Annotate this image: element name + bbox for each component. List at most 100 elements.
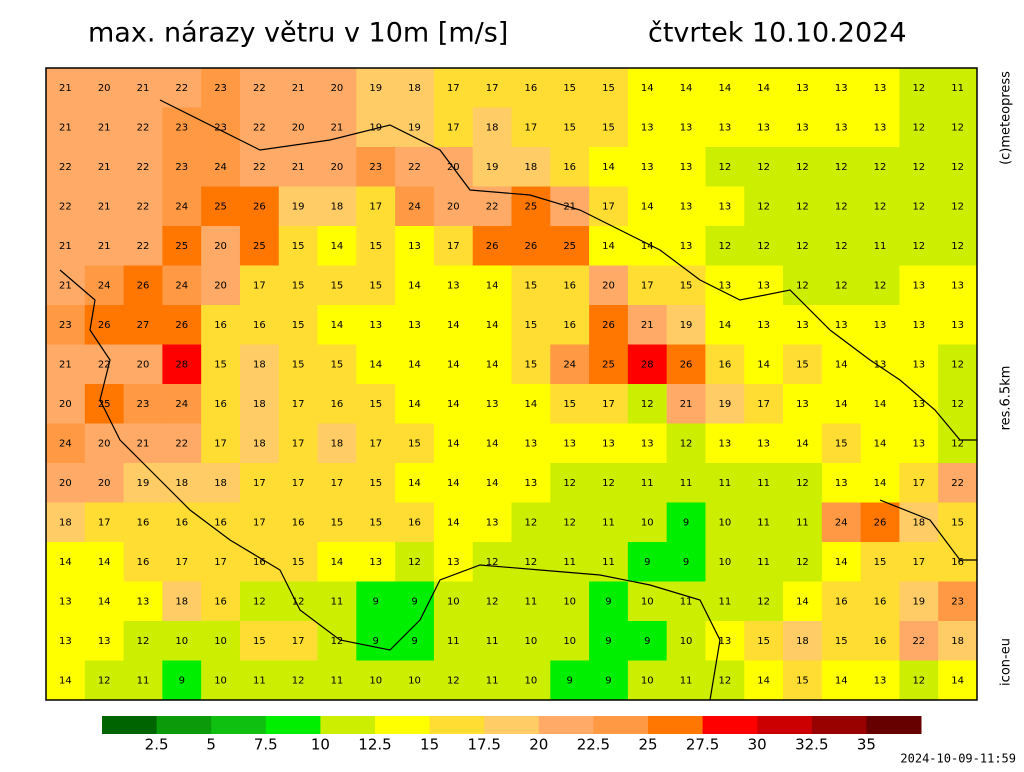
wind-cell — [123, 621, 163, 661]
wind-cell — [899, 265, 939, 306]
wind-value: 13 — [369, 557, 382, 568]
wind-cell — [821, 463, 862, 503]
wind-cell — [821, 226, 862, 266]
wind-cell — [860, 226, 900, 266]
wind-value: 19 — [137, 478, 150, 489]
wind-cell — [938, 305, 978, 345]
wind-value: 9 — [683, 557, 689, 568]
wind-value: 13 — [796, 122, 809, 133]
wind-cell — [550, 68, 590, 108]
wind-value: 14 — [757, 83, 770, 94]
wind-value: 13 — [680, 201, 693, 212]
wind-value: 18 — [59, 517, 72, 528]
wind-value: 17 — [331, 478, 344, 489]
wind-cell — [433, 344, 474, 385]
map-frame — [45, 67, 978, 701]
wind-value: 14 — [796, 438, 809, 449]
wind-value: 9 — [605, 675, 611, 686]
wind-cell — [395, 344, 435, 385]
copyright: (c)meteopress — [999, 71, 1014, 165]
colorbar-segment — [757, 716, 813, 734]
wind-value: 17 — [447, 83, 460, 94]
wind-value: 11 — [680, 478, 693, 489]
wind-value: 16 — [563, 320, 576, 331]
wind-value: 22 — [253, 122, 266, 133]
wind-value: 12 — [835, 280, 848, 291]
wind-value: 15 — [563, 122, 576, 133]
wind-value: 20 — [98, 478, 111, 489]
wind-value: 15 — [369, 399, 382, 410]
wind-value: 16 — [214, 596, 227, 607]
wind-value: 12 — [292, 596, 305, 607]
wind-cell — [46, 226, 86, 266]
wind-cell — [860, 581, 900, 622]
wind-cell — [472, 581, 512, 622]
wind-cell — [589, 463, 629, 503]
wind-cell — [899, 305, 939, 345]
wind-value: 14 — [331, 241, 344, 252]
wind-value: 25 — [214, 201, 227, 212]
wind-cell — [783, 68, 823, 108]
wind-cell — [666, 542, 706, 582]
wind-value: 13 — [641, 438, 654, 449]
wind-value: 12 — [486, 596, 499, 607]
wind-value: 15 — [292, 557, 305, 568]
wind-cell — [899, 68, 939, 108]
wind-value: 17 — [253, 478, 266, 489]
wind-cell — [511, 542, 551, 582]
wind-value: 10 — [718, 517, 731, 528]
wind-cell — [239, 502, 280, 543]
wind-cell — [511, 68, 551, 108]
wind-cell — [666, 621, 706, 661]
wind-value: 26 — [253, 201, 266, 212]
wind-value: 13 — [718, 122, 731, 133]
wind-cell — [744, 305, 784, 345]
wind-value: 17 — [447, 122, 460, 133]
wind-value: 17 — [175, 557, 188, 568]
wind-value: 19 — [912, 596, 925, 607]
wind-cell — [938, 542, 978, 582]
wind-cell — [395, 423, 435, 464]
wind-cell — [201, 107, 241, 148]
wind-cell — [123, 305, 163, 345]
wind-value: 20 — [98, 83, 111, 94]
wind-cell — [239, 68, 280, 108]
wind-value: 12 — [912, 201, 925, 212]
wind-value: 12 — [757, 241, 770, 252]
wind-value: 9 — [567, 675, 573, 686]
wind-value: 25 — [98, 399, 111, 410]
wind-value: 16 — [253, 557, 266, 568]
wind-cell — [589, 344, 629, 385]
wind-cell — [666, 344, 706, 385]
wind-cell — [899, 186, 939, 227]
wind-value: 20 — [137, 359, 150, 370]
wind-value: 24 — [835, 517, 848, 528]
wind-cell — [356, 265, 396, 306]
wind-cell — [744, 423, 784, 464]
wind-cell — [84, 542, 125, 582]
wind-value: 13 — [874, 122, 887, 133]
wind-cell — [317, 226, 357, 266]
wind-cell — [550, 621, 590, 661]
wind-value: 18 — [253, 399, 266, 410]
wind-cell — [821, 265, 862, 306]
wind-value: 22 — [253, 83, 266, 94]
wind-cell — [783, 542, 823, 582]
wind-cell — [278, 305, 319, 345]
wind-cell — [666, 147, 706, 187]
wind-value: 14 — [59, 557, 72, 568]
colorbar-label: 35 — [857, 736, 876, 754]
wind-value: 9 — [179, 675, 185, 686]
wind-cell — [860, 147, 900, 187]
wind-cell — [395, 581, 435, 622]
wind-cell — [201, 621, 241, 661]
wind-value: 15 — [835, 438, 848, 449]
wind-value: 22 — [175, 438, 188, 449]
wind-cell — [511, 463, 551, 503]
colorbar-label: 17.5 — [467, 736, 500, 754]
wind-value: 12 — [563, 478, 576, 489]
wind-cell — [46, 463, 86, 503]
wind-cell — [550, 502, 590, 543]
wind-cell — [46, 423, 86, 464]
wind-value: 12 — [951, 438, 964, 449]
